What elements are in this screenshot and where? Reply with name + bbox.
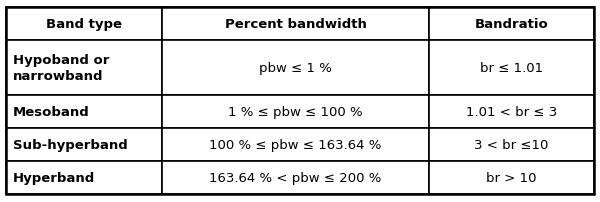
Bar [6,161,162,194]
Bar [6,41,162,96]
Text: Hypoband or
narrowband: Hypoband or narrowband [13,54,110,83]
Bar [162,129,430,161]
Bar [162,41,430,96]
Bar [6,8,162,41]
Bar [6,129,162,161]
Text: br ≤ 1.01: br ≤ 1.01 [480,62,543,75]
Bar [430,8,594,41]
Bar [162,161,430,194]
Text: 3 < br ≤10: 3 < br ≤10 [475,139,549,152]
Bar [162,96,430,129]
Text: Sub-hyperband: Sub-hyperband [13,139,128,152]
Text: pbw ≤ 1 %: pbw ≤ 1 % [259,62,332,75]
Text: Mesoband: Mesoband [13,106,90,119]
Bar [430,41,594,96]
Text: 100 % ≤ pbw ≤ 163.64 %: 100 % ≤ pbw ≤ 163.64 % [209,139,382,152]
Text: 163.64 % < pbw ≤ 200 %: 163.64 % < pbw ≤ 200 % [209,171,382,184]
Bar [430,129,594,161]
Text: 1.01 < br ≤ 3: 1.01 < br ≤ 3 [466,106,557,119]
Text: 1 % ≤ pbw ≤ 100 %: 1 % ≤ pbw ≤ 100 % [228,106,363,119]
Bar [430,96,594,129]
Text: Bandratio: Bandratio [475,18,548,31]
Bar [162,8,430,41]
Text: Percent bandwidth: Percent bandwidth [224,18,367,31]
Bar [6,96,162,129]
Text: br > 10: br > 10 [487,171,537,184]
Text: Band type: Band type [46,18,122,31]
Text: Hyperband: Hyperband [13,171,95,184]
Bar [430,161,594,194]
